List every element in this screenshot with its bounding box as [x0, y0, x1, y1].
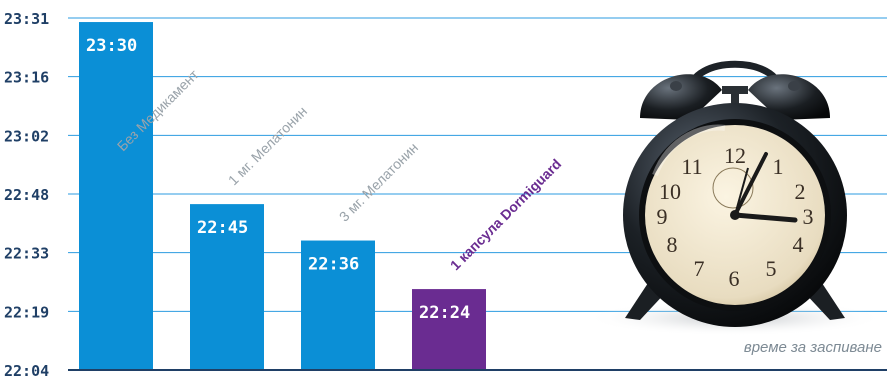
- category-label: 1 мг. Мелатонин: [225, 103, 310, 188]
- bar: [412, 289, 486, 370]
- category-label: 3 мг. Мелатонин: [336, 139, 421, 224]
- bar-value-label: 22:36: [308, 255, 359, 275]
- y-tick-label: 23:31: [4, 10, 49, 28]
- svg-text:10: 10: [659, 179, 681, 204]
- value-labels: 23:30 22:45 22:36 22:24: [86, 36, 470, 323]
- category-label: 1 капсула Dormiguard: [447, 156, 565, 274]
- svg-text:1: 1: [773, 154, 784, 179]
- svg-text:9: 9: [657, 204, 668, 229]
- y-axis-caption: време за заспиване: [744, 339, 882, 356]
- y-tick-label: 23:02: [4, 127, 49, 145]
- bar: [301, 240, 375, 370]
- bar: [190, 204, 264, 370]
- svg-text:2: 2: [795, 179, 806, 204]
- alarm-clock-icon: 12 1 2 3 4 5 6 7 8 9 10 11: [585, 60, 885, 336]
- svg-text:5: 5: [766, 256, 777, 281]
- bar-value-label: 22:24: [419, 303, 470, 323]
- y-tick-label: 22:19: [4, 303, 49, 321]
- svg-text:7: 7: [694, 256, 705, 281]
- bar: [79, 22, 153, 370]
- y-tick-label: 22:33: [4, 245, 49, 263]
- svg-text:4: 4: [793, 232, 804, 257]
- y-tick-label: 22:48: [4, 186, 49, 204]
- y-axis-ticks: 22:04 22:19 22:33 22:48 23:02 23:16 23:31: [4, 10, 49, 376]
- svg-text:12: 12: [724, 143, 746, 168]
- bar-value-label: 22:45: [197, 218, 248, 238]
- bar-value-label: 23:30: [86, 36, 137, 56]
- svg-text:8: 8: [667, 232, 678, 257]
- svg-text:11: 11: [681, 154, 702, 179]
- y-tick-label: 23:16: [4, 69, 49, 87]
- y-tick-label: 22:04: [4, 362, 49, 376]
- svg-text:3: 3: [803, 204, 814, 229]
- bars: [79, 22, 486, 370]
- svg-text:6: 6: [729, 266, 740, 291]
